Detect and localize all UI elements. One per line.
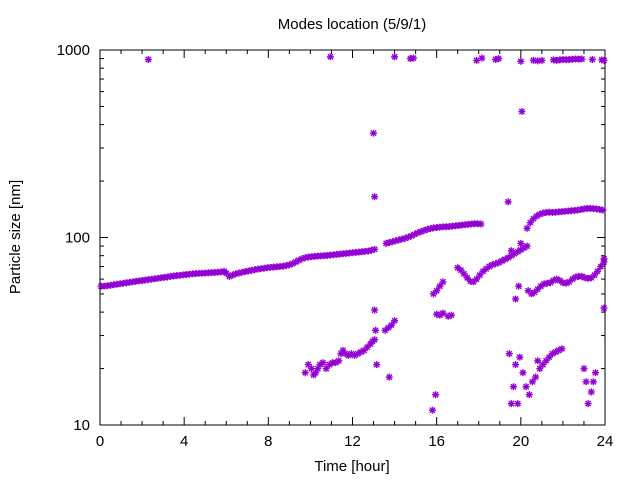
data-point (326, 53, 334, 61)
data-point (538, 56, 546, 64)
x-axis: 0 4 8 12 16 20 24 (96, 50, 614, 450)
data-point (542, 357, 550, 365)
x-axis-label: Time [hour] (314, 458, 389, 475)
data-point (516, 353, 524, 361)
data-point (371, 193, 379, 201)
data-point (580, 365, 588, 373)
data-point (404, 233, 412, 241)
y-tick-label: 100 (65, 230, 90, 247)
data-point (504, 198, 512, 206)
data-point (523, 242, 531, 250)
data-point (339, 346, 347, 354)
data-point (432, 391, 440, 399)
data-point (515, 282, 523, 290)
data-point (512, 361, 520, 369)
data-point (507, 400, 515, 408)
data-point (592, 369, 599, 377)
data-point (600, 56, 608, 64)
data-point (495, 55, 503, 63)
data-point (319, 359, 327, 367)
data-point (371, 245, 379, 253)
data-point (600, 304, 608, 312)
data-point (578, 55, 586, 63)
data-point (512, 295, 520, 303)
data-points (97, 53, 608, 414)
y-tick-label: 1000 (57, 42, 90, 59)
data-point (517, 57, 525, 65)
x-tick-label: 16 (428, 433, 445, 450)
data-point (555, 346, 563, 354)
data-point (370, 129, 377, 137)
data-point (482, 265, 490, 273)
data-point (523, 224, 531, 232)
data-point (587, 388, 595, 396)
y-axis-label: Particle size [nm] (7, 180, 24, 294)
data-point (599, 206, 607, 214)
x-tick-label: 0 (96, 433, 104, 450)
data-point (518, 108, 526, 115)
data-point (447, 311, 455, 319)
data-point (597, 263, 605, 270)
data-point (530, 56, 537, 64)
data-point (391, 53, 399, 61)
data-point (594, 267, 602, 275)
data-point (558, 345, 566, 353)
x-tick-label: 8 (264, 433, 272, 450)
data-point (584, 400, 592, 408)
data-point (387, 321, 395, 329)
data-point (473, 56, 481, 64)
data-point (528, 378, 536, 386)
x-tick-label: 4 (180, 433, 188, 450)
data-point (600, 255, 608, 263)
data-point (510, 383, 517, 391)
data-point (222, 269, 230, 277)
data-point (582, 378, 590, 386)
data-point (478, 54, 486, 62)
data-point (385, 373, 393, 381)
data-point (436, 282, 444, 290)
chart-title: Modes location (5/9/1) (278, 16, 426, 33)
data-point (371, 306, 379, 314)
data-point (588, 56, 596, 63)
data-point (371, 336, 379, 344)
data-point (505, 350, 513, 358)
data-point (301, 369, 309, 377)
data-point (477, 220, 485, 228)
data-point (360, 346, 368, 354)
data-point (514, 400, 522, 408)
data-point (335, 357, 343, 365)
data-point (519, 369, 527, 377)
data-point (439, 278, 447, 286)
data-point (522, 383, 530, 391)
y-tick-label: 10 (73, 417, 90, 434)
data-point (410, 54, 417, 62)
data-point (525, 391, 533, 399)
data-point (391, 317, 399, 325)
data-point (433, 287, 441, 295)
data-point (507, 247, 515, 255)
data-point (373, 361, 381, 369)
plot-frame (99, 49, 606, 426)
x-tick-label: 12 (344, 433, 361, 450)
data-point (429, 406, 436, 414)
x-tick-label: 20 (512, 433, 529, 450)
y-axis: 10 100 1000 (57, 42, 605, 434)
data-point (534, 357, 542, 365)
data-point (144, 56, 152, 63)
data-point (322, 365, 330, 373)
data-point (589, 378, 597, 386)
x-tick-label: 24 (597, 433, 614, 450)
data-point (372, 326, 380, 334)
data-point (517, 239, 525, 247)
data-point (532, 373, 540, 381)
data-point (439, 309, 447, 317)
